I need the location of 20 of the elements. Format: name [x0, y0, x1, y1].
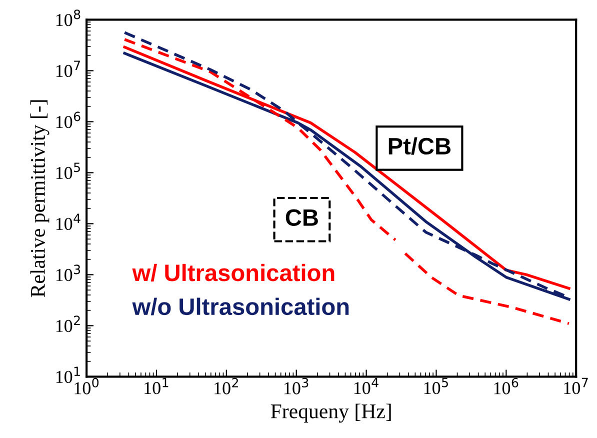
x-tick-label: 10$^{1}$	[144, 378, 168, 394]
x-tick-label: 10$^{7}$	[564, 378, 588, 394]
x-axis-title: Frequeny [Hz]	[270, 404, 391, 423]
y-tick-label: 10$^{3}$	[56, 264, 80, 282]
annotation: CB	[286, 209, 318, 226]
x-tick-label: 10$^{4}$	[354, 378, 378, 394]
text: w/o Ultrasonication	[132, 298, 349, 316]
y-tick-label: 10$^{7}$	[56, 60, 80, 78]
y-tick-label: 10$^{5}$	[56, 162, 80, 180]
y-tick-label: 10$^{2}$	[56, 316, 80, 332]
y-tick-label: 10$^{6}$	[56, 112, 80, 128]
y-axis-title: Relative permittivity [-]	[30, 100, 50, 298]
x-tick-label: 10$^{2}$	[214, 378, 238, 394]
annotation: Pt/CB	[388, 137, 451, 155]
x-tick-label: 10$^{6}$	[494, 378, 518, 394]
x-tick-label: 10$^{3}$	[284, 378, 308, 394]
y-tick-label: 10$^{4}$	[56, 214, 80, 230]
x-tick-label: 10$^{5}$	[424, 378, 448, 394]
text: w/ Ultrasonication	[132, 264, 334, 282]
y-tick-label: 10$^{8}$	[56, 10, 80, 26]
